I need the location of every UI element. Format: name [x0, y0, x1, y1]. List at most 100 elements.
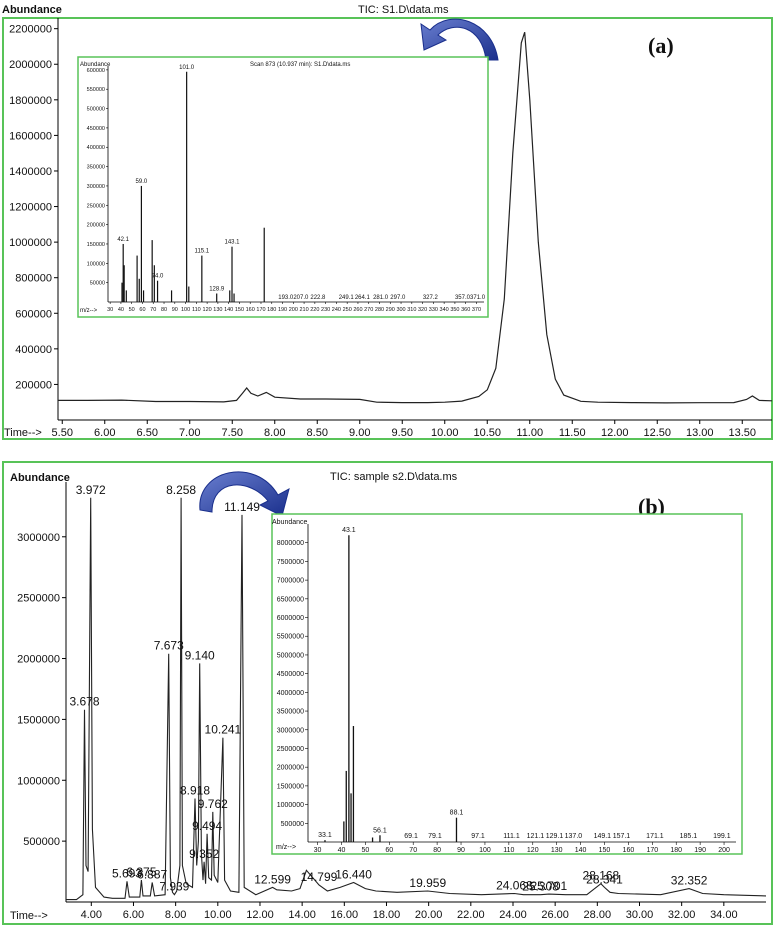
inset-b-xtick-label: 100 [479, 847, 491, 854]
inset-b-ytick-label: 2500000 [277, 746, 304, 753]
inset-a-ylabel: Abundance [80, 62, 111, 68]
panel-b-peak-label: 24.068 [496, 878, 533, 892]
panel-b-xtick-label: 34.00 [710, 909, 738, 921]
panel-a-xtick-label: 8.00 [264, 427, 285, 439]
panel-b-xtick-label: 28.00 [584, 909, 612, 921]
panel-a-curved-arrow-icon [420, 18, 499, 61]
inset-a-xtick-label: 300 [396, 307, 405, 313]
panel-a-ytick-label: 400000 [15, 344, 52, 356]
inset-a-xtick-label: 30 [107, 307, 113, 313]
panel-b-peak-label: 28.168 [583, 869, 620, 883]
inset-a-peak-label: 207.0 [293, 295, 309, 301]
inset-a-peak-label: 42.1 [117, 237, 129, 243]
inset-a-peak-label: 193.0 [278, 295, 294, 301]
inset-b-peak-label: 88.1 [450, 810, 464, 817]
panel-b-ytick-label: 500000 [23, 836, 60, 848]
inset-a-xtick-label: 200 [289, 307, 298, 313]
panel-b-title: TIC: sample s2.D\data.ms [330, 471, 458, 483]
inset-a-peak-label: 59.0 [136, 179, 148, 185]
inset-b-peak-label: 121.1 [527, 833, 545, 840]
inset-b-xtick-label: 80 [433, 847, 441, 854]
panel-a-tic-trace [58, 32, 773, 404]
inset-a-xtick-label: 60 [139, 307, 145, 313]
inset-b-ytick-label: 4000000 [277, 690, 304, 697]
inset-a-xtick-label: 170 [256, 307, 265, 313]
inset-b-peak-label: 149.1 [594, 833, 612, 840]
inset-a-peak-label: 74.0 [152, 274, 164, 280]
panel-b-xtick-label: 20.00 [415, 909, 443, 921]
inset-a-peak-label: 249.1 [339, 295, 355, 301]
inset-b-xtick-label: 30 [314, 847, 322, 854]
panel-b-xtick-label: 4.00 [81, 909, 102, 921]
panel-b-peak-label: 3.972 [76, 483, 106, 497]
panel-a-ms-inset: Abundance Scan 873 (10.937 min): S1.D\da… [77, 56, 489, 318]
inset-a-xtick-label: 320 [418, 307, 427, 313]
inset-a-xtick-label: 50 [129, 307, 135, 313]
inset-b-xtick-label: 90 [457, 847, 465, 854]
panel-a-ytick-label: 200000 [15, 379, 52, 391]
panel-a-ytick-label: 1800000 [9, 95, 52, 107]
inset-b-xtick-label: 160 [623, 847, 635, 854]
inset-a-peak-label: 128.9 [209, 286, 225, 292]
panel-b-peak-label: 9.352 [189, 847, 219, 861]
panel-b-ytick-label: 1000000 [17, 775, 60, 787]
panel-b-peak-label: 11.149 [224, 500, 260, 514]
inset-b-ytick-label: 2000000 [277, 765, 304, 772]
inset-b-peak-label: 97.1 [471, 833, 485, 840]
inset-b-xtick-label: 190 [694, 847, 706, 854]
inset-a-xtick-label: 360 [461, 307, 470, 313]
panel-a-xtick-label: 10.50 [473, 427, 501, 439]
inset-b-ytick-label: 6500000 [277, 596, 304, 603]
inset-b-xtick-label: 180 [670, 847, 682, 854]
panel-b-xtick-label: 26.00 [541, 909, 569, 921]
inset-a-xtick-label: 130 [213, 307, 222, 313]
panel-a-xtick-label: 7.50 [222, 427, 243, 439]
inset-a-peak-label: 357.0 [455, 295, 471, 301]
panel-b-xtick-label: 10.00 [204, 909, 232, 921]
inset-a-ytick-label: 250000 [87, 203, 105, 209]
panel-a-label: (a) [648, 33, 674, 58]
panel-b-peak-label: 32.352 [671, 874, 708, 888]
panel-b-peak-label: 19.959 [409, 876, 446, 890]
panel-a-xtick-label: 11.50 [559, 427, 586, 439]
inset-b-peak-label: 199.1 [713, 833, 731, 840]
inset-a-peak-label: 297.0 [390, 295, 406, 301]
panel-b-peak-label: 9.140 [185, 648, 215, 662]
panel-b-curved-arrow-icon [199, 471, 290, 517]
inset-a-ytick-label: 450000 [87, 126, 105, 132]
panel-a-xtick-label: 9.00 [349, 427, 370, 439]
panel-b-xtick-label: 18.00 [373, 909, 401, 921]
panel-b-tic-trace [66, 497, 767, 901]
inset-a-xtick-label: 70 [150, 307, 156, 313]
panel-a-ytick-label: 1600000 [9, 130, 52, 142]
panel-a-title: TIC: S1.D\data.ms [358, 4, 449, 16]
inset-a-xlabel: m/z--> [80, 308, 98, 314]
panel-b-peak-label: 9.762 [198, 797, 228, 811]
inset-a-xtick-label: 120 [203, 307, 212, 313]
panel-a-xtick-label: 8.50 [307, 427, 328, 439]
inset-b-xtick-label: 50 [361, 847, 369, 854]
inset-b-xtick-label: 170 [646, 847, 658, 854]
inset-a-ytick-label: 400000 [87, 145, 105, 151]
inset-a-xtick-label: 350 [450, 307, 459, 313]
panel-b-xtick-label: 32.00 [668, 909, 696, 921]
panel-b-peak-label: 28.341 [586, 872, 623, 886]
panel-b-peak-label: 8.918 [180, 784, 210, 798]
inset-a-xtick-label: 340 [440, 307, 449, 313]
inset-b-peak-label: 43.1 [342, 527, 356, 534]
inset-a-xtick-label: 220 [310, 307, 319, 313]
inset-a-ytick-label: 50000 [90, 281, 105, 287]
panel-b-peak-label: 7.673 [154, 639, 184, 653]
inset-a-ytick-label: 600000 [87, 68, 105, 74]
panel-a-xtick-label: 10.00 [431, 427, 459, 439]
inset-a-xtick-label: 270 [364, 307, 373, 313]
panel-b-xlabel: Time--> [10, 910, 48, 922]
inset-a-ytick-label: 500000 [87, 107, 105, 113]
panel-b-peak-label: 5.693 [112, 866, 142, 880]
inset-b-xlabel: m/z--> [276, 844, 296, 851]
panel-a-ytick-label: 1200000 [9, 202, 52, 214]
inset-a-xtick-label: 240 [332, 307, 341, 313]
panel-a-xtick-label: 12.00 [601, 427, 629, 439]
panel-b-peak-label: 6.887 [137, 868, 167, 882]
